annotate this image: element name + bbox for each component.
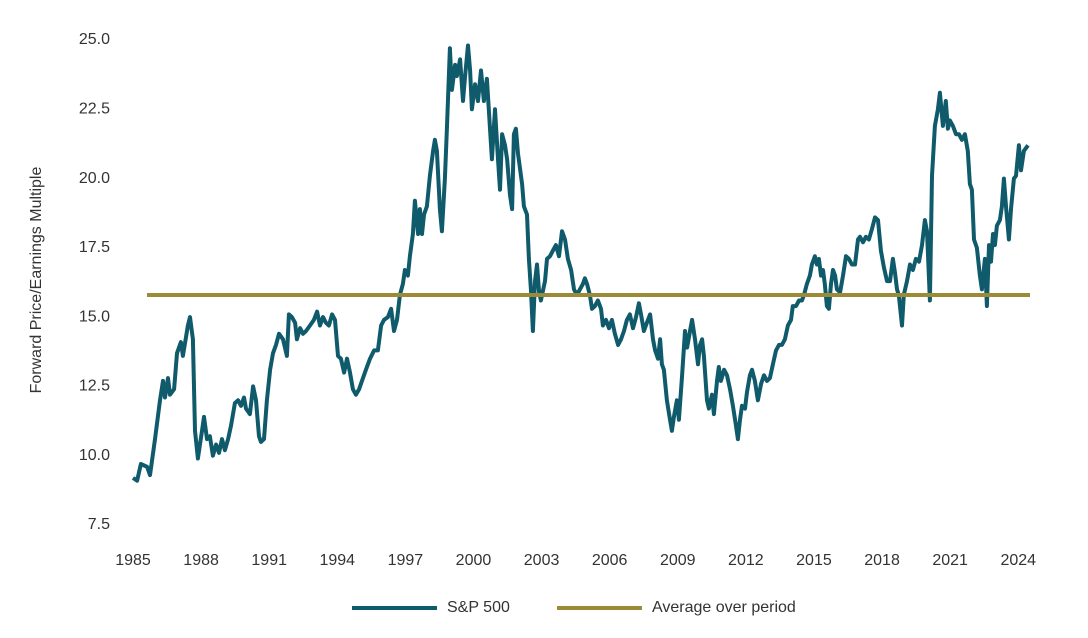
y-tick-label: 7.5 bbox=[88, 516, 110, 533]
x-tick-label: 1991 bbox=[251, 552, 287, 569]
y-axis-label: Forward Price/Earnings Multiple bbox=[28, 167, 45, 394]
line-series bbox=[131, 43, 1030, 483]
x-tick-label: 1994 bbox=[319, 552, 355, 569]
y-tick-label: 15.0 bbox=[79, 308, 110, 325]
y-tick-label: 25.0 bbox=[79, 31, 110, 48]
x-tick-label: 2012 bbox=[728, 552, 764, 569]
y-tick-label: 12.5 bbox=[79, 378, 110, 395]
x-tick-label: 2000 bbox=[456, 552, 492, 569]
x-tick-label: 2009 bbox=[660, 552, 696, 569]
legend-label: S&P 500 bbox=[447, 599, 510, 616]
x-tick-label: 1997 bbox=[388, 552, 424, 569]
x-tick-label: 1988 bbox=[183, 552, 219, 569]
x-tick-label: 2024 bbox=[1000, 552, 1036, 569]
x-tick-label: 2006 bbox=[592, 552, 628, 569]
x-tick-label: 2021 bbox=[932, 552, 968, 569]
y-tick-label: 20.0 bbox=[79, 170, 110, 187]
y-tick-label: 22.5 bbox=[79, 101, 110, 118]
x-tick-label: 2015 bbox=[796, 552, 832, 569]
y-tick-label: 17.5 bbox=[79, 239, 110, 256]
y-tick-label: 10.0 bbox=[79, 447, 110, 464]
legend-label: Average over period bbox=[652, 599, 796, 616]
x-tick-label: 1985 bbox=[115, 552, 151, 569]
x-tick-label: 2018 bbox=[864, 552, 900, 569]
x-tick-label: 2003 bbox=[524, 552, 560, 569]
